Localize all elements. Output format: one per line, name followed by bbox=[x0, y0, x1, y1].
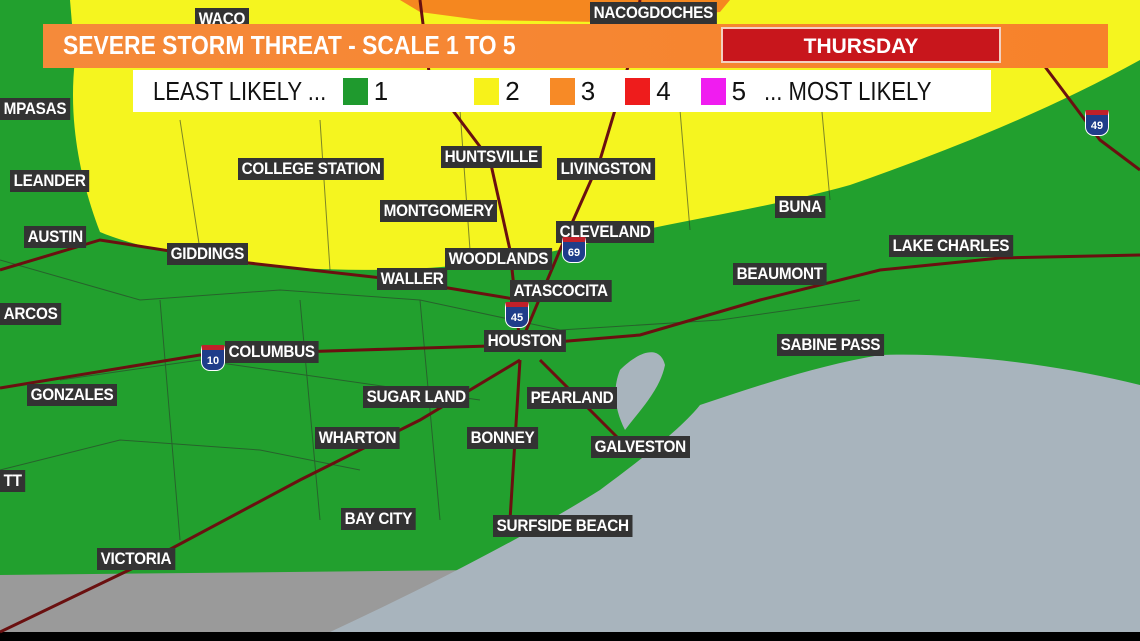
legend-least-label: LEAST LIKELY ... bbox=[153, 75, 327, 106]
legend-level-4: 4 bbox=[656, 75, 671, 106]
city-label: WHARTON bbox=[315, 427, 400, 449]
galveston-bay bbox=[615, 352, 665, 430]
city-label: HUNTSVILLE bbox=[441, 146, 542, 168]
interstate-shield-icon: 69 bbox=[562, 237, 586, 263]
city-label: LIVINGSTON bbox=[557, 158, 655, 180]
title-bar: SEVERE STORM THREAT - SCALE 1 TO 5 THURS… bbox=[43, 24, 1108, 68]
gulf-of-mexico bbox=[330, 354, 1140, 632]
city-label: ARCOS bbox=[0, 303, 62, 325]
legend-swatch-3 bbox=[549, 77, 575, 105]
city-label: VICTORIA bbox=[97, 548, 175, 570]
legend-level-1: 1 bbox=[373, 75, 389, 106]
city-label: MONTGOMERY bbox=[380, 200, 497, 222]
county-lines bbox=[0, 89, 861, 541]
legend-level-2: 2 bbox=[505, 75, 520, 106]
city-label: LEANDER bbox=[10, 170, 90, 192]
city-label: PEARLAND bbox=[527, 387, 618, 409]
interstate-shield-icon: 45 bbox=[505, 302, 529, 328]
legend-swatch-5 bbox=[700, 77, 726, 105]
legend-level-3: 3 bbox=[580, 75, 596, 106]
legend: LEAST LIKELY ... 1 2 3 4 5 ... MOST LIKE… bbox=[133, 70, 991, 112]
city-label: HOUSTON bbox=[484, 330, 566, 352]
city-label: WOODLANDS bbox=[445, 248, 552, 270]
interstate-shield-icon: 10 bbox=[201, 345, 225, 371]
interstate-shield-icon: 49 bbox=[1085, 110, 1109, 136]
city-label: LAKE CHARLES bbox=[889, 235, 1013, 257]
legend-level-5: 5 bbox=[731, 75, 747, 106]
city-label: GIDDINGS bbox=[167, 243, 248, 265]
city-label: TT bbox=[0, 470, 26, 492]
legend-swatch-1 bbox=[342, 77, 368, 105]
city-label: WALLER bbox=[377, 268, 448, 290]
city-label: BEAUMONT bbox=[733, 263, 827, 285]
city-label: SURFSIDE BEACH bbox=[493, 515, 633, 537]
city-label: ATASCOCITA bbox=[510, 280, 612, 302]
city-label: BAY CITY bbox=[341, 508, 416, 530]
legend-swatch-4 bbox=[625, 77, 651, 105]
legend-most-label: ... MOST LIKELY bbox=[764, 75, 932, 106]
city-label: MPASAS bbox=[0, 98, 70, 120]
city-label: NACOGDOCHES bbox=[590, 2, 717, 24]
city-label: BONNEY bbox=[467, 427, 539, 449]
day-badge: THURSDAY bbox=[721, 27, 1001, 63]
city-label: GONZALES bbox=[27, 384, 118, 406]
page-title: SEVERE STORM THREAT - SCALE 1 TO 5 bbox=[63, 30, 516, 60]
city-label: BUNA bbox=[775, 196, 826, 218]
city-label: COLUMBUS bbox=[225, 341, 319, 363]
city-label: COLLEGE STATION bbox=[238, 158, 385, 180]
city-label: SUGAR LAND bbox=[363, 386, 470, 408]
city-label: GALVESTON bbox=[591, 436, 690, 458]
city-label: AUSTIN bbox=[24, 226, 87, 248]
low-data-zone bbox=[0, 570, 480, 632]
city-label: SABINE PASS bbox=[777, 334, 884, 356]
legend-swatch-2 bbox=[474, 77, 500, 105]
